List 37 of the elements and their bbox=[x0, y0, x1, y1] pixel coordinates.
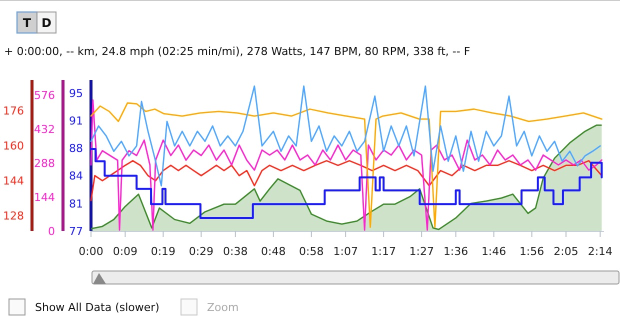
chart-subtitle: + 0:00:00, -- km, 24.8 mph (02:25 min/mi), 278 Watts, 147 BPM, 80 RPM, 338 ft, -- F bbox=[4, 45, 470, 58]
x-tick-label: 0:29 bbox=[188, 245, 214, 258]
text: D bbox=[42, 16, 52, 30]
y3-tick-label: 91 bbox=[69, 114, 83, 128]
x-tick-label: 2:14 bbox=[588, 245, 613, 258]
y3-tick-label: 95 bbox=[69, 86, 83, 100]
x-tick-label: 1:07 bbox=[333, 245, 358, 258]
y2-tick-label: 0 bbox=[48, 224, 55, 238]
line-series bbox=[90, 85, 601, 186]
x-tick-label: 2:05 bbox=[554, 245, 578, 258]
y3-tick-label: 77 bbox=[69, 224, 83, 238]
text: T bbox=[22, 16, 32, 30]
x-tick-label: 0:19 bbox=[150, 245, 176, 258]
x-tick-label: 1:56 bbox=[519, 245, 544, 258]
y2-tick-label: 432 bbox=[34, 122, 55, 136]
y3-tick-label: 84 bbox=[69, 170, 83, 183]
y-tick-label: 160 bbox=[3, 140, 24, 152]
y2-tick-label: 144 bbox=[34, 190, 55, 204]
text: Zoom bbox=[207, 301, 239, 314]
x-tick-label: 1:36 bbox=[443, 245, 468, 258]
x-tick-label: 0:09 bbox=[112, 245, 138, 258]
y-tick-label: 144 bbox=[3, 174, 24, 188]
y2-tick-label: 288 bbox=[34, 156, 55, 170]
text: Show All Data (slower) bbox=[35, 301, 160, 314]
y-tick-label: 128 bbox=[3, 210, 24, 223]
x-tick-label: 0:58 bbox=[299, 245, 324, 258]
line-series bbox=[90, 160, 602, 202]
x-tick-label: 0:48 bbox=[261, 245, 286, 258]
x-tick-label: 1:27 bbox=[409, 245, 434, 258]
y2-tick-label: 576 bbox=[34, 88, 55, 102]
y3-tick-label: 81 bbox=[69, 197, 83, 210]
y-tick-label: 176 bbox=[3, 104, 24, 118]
x-tick-label: 1:46 bbox=[481, 245, 506, 258]
x-tick-label: 0:38 bbox=[223, 245, 248, 258]
x-tick-label: 1:17 bbox=[371, 245, 396, 258]
y3-tick-label: 88 bbox=[69, 142, 83, 156]
x-tick-label: 0:00 bbox=[78, 245, 104, 258]
